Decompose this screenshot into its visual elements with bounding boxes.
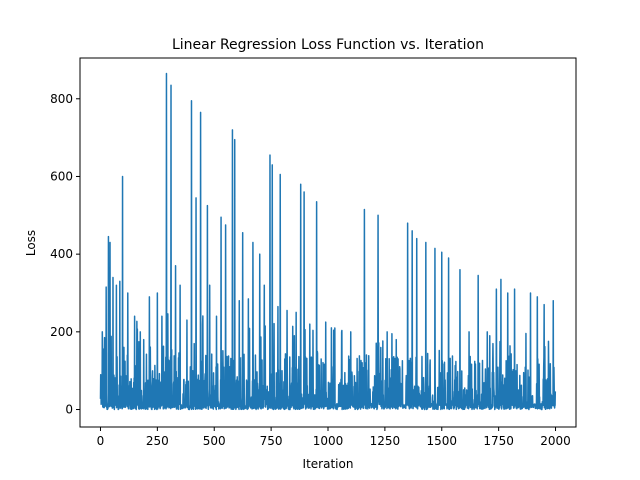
y-axis-label: Loss [24,230,38,256]
x-tick-label: 1750 [483,434,514,448]
y-tick-label: 600 [50,169,73,183]
x-tick-label: 1500 [426,434,457,448]
series-layer [99,72,557,411]
x-axis-label: Iteration [303,457,354,471]
x-tick-label: 0 [97,434,105,448]
chart-title: Linear Regression Loss Function vs. Iter… [172,37,484,53]
y-tick-label: 800 [50,92,73,106]
y-tick-label: 0 [65,403,73,417]
loss-series-line [99,72,557,411]
x-tick-label: 1250 [370,434,401,448]
y-axis-ticks: 0 200 400 600 800 [50,92,80,417]
x-tick-label: 250 [146,434,169,448]
x-axis-ticks: 0 250 500 750 1000 1250 1500 1750 2000 [97,427,571,448]
x-tick-label: 500 [203,434,226,448]
x-tick-label: 2000 [540,434,571,448]
y-tick-label: 200 [50,325,73,339]
x-tick-label: 750 [260,434,283,448]
plot-spines [79,57,577,428]
y-tick-label: 400 [50,247,73,261]
x-tick-label: 1000 [313,434,344,448]
